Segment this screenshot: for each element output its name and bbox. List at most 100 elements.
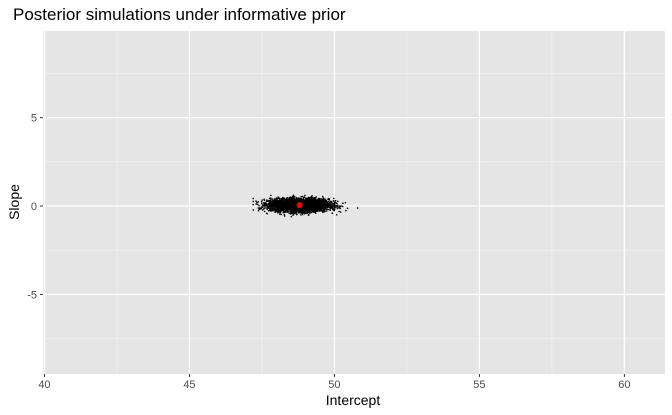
draw-point (266, 208, 268, 211)
draw-point (333, 208, 336, 211)
draw-point (304, 212, 307, 214)
draw-point (262, 201, 265, 204)
draw-point (288, 205, 291, 207)
draw-point (312, 198, 314, 201)
draw-point (315, 196, 318, 198)
draw-point (309, 212, 311, 214)
draw-point (327, 198, 329, 200)
draw-point (295, 202, 297, 205)
draw-point (263, 199, 266, 202)
draw-point (319, 202, 322, 204)
draw-point (309, 206, 312, 208)
draw-point (285, 204, 288, 207)
draw-point (291, 198, 293, 201)
draw-point (301, 213, 304, 216)
draw-point (326, 201, 328, 203)
draw-point (317, 198, 319, 201)
x-tick-label: 40 (38, 379, 50, 391)
draw-point (321, 195, 324, 198)
draw-point (294, 201, 297, 204)
draw-point (280, 202, 283, 205)
draw-point (268, 209, 270, 212)
draw-point (294, 209, 297, 212)
draw-point (288, 212, 291, 215)
draw-point (282, 207, 285, 209)
draw-point (324, 206, 327, 209)
draw-point (298, 199, 300, 202)
draw-point (306, 211, 308, 214)
draw-point (290, 208, 293, 211)
draw-point (300, 214, 302, 216)
draw-point (311, 199, 313, 202)
draw-point (280, 209, 283, 212)
draw-point (281, 200, 284, 202)
draw-point (265, 203, 268, 206)
draw-point (304, 208, 307, 211)
draw-point (302, 208, 304, 211)
draw-point (307, 197, 309, 200)
draw-point (312, 211, 315, 213)
draw-point (313, 209, 316, 212)
draw-point (315, 200, 317, 203)
draw-point (281, 196, 284, 199)
y-axis: -5 0 5 (27, 113, 43, 301)
draw-point (274, 210, 277, 212)
x-tick-label: 50 (328, 379, 340, 391)
draw-point (336, 207, 339, 210)
draw-point (260, 208, 262, 210)
y-tick-label: 0 (31, 201, 37, 213)
posterior-draws (252, 194, 359, 218)
draw-point (336, 200, 339, 203)
draw-point (291, 202, 294, 205)
draw-point (331, 207, 334, 209)
draw-point (286, 196, 289, 199)
draw-point (276, 207, 278, 210)
draw-point (275, 200, 278, 202)
draw-point (283, 197, 285, 200)
draw-point (298, 209, 300, 212)
draw-point (328, 206, 331, 208)
draw-point (315, 209, 318, 212)
draw-point (290, 203, 293, 206)
draw-point (286, 207, 288, 210)
draw-point (289, 200, 292, 203)
draw-point (314, 204, 316, 207)
draw-point (278, 206, 281, 209)
draw-point (310, 198, 312, 200)
draw-point (303, 205, 305, 208)
draw-point (267, 205, 269, 208)
draw-point (269, 197, 272, 199)
draw-point (279, 213, 281, 215)
draw-point (284, 200, 287, 203)
x-axis-title: Intercept (326, 392, 381, 408)
draw-point (293, 196, 295, 198)
panel-background (43, 31, 665, 374)
draw-point (301, 212, 303, 214)
draw-point (333, 206, 336, 209)
draw-point (313, 198, 316, 200)
draw-point (312, 204, 314, 207)
draw-point (320, 200, 322, 202)
draw-point (289, 198, 292, 201)
draw-point (339, 205, 342, 208)
draw-point (252, 203, 255, 206)
draw-point (283, 202, 286, 205)
draw-point (266, 199, 268, 201)
draw-point (302, 199, 305, 202)
draw-point (263, 207, 266, 209)
draw-point (307, 200, 309, 203)
draw-point (304, 203, 306, 205)
draw-point (271, 203, 273, 205)
draw-point (270, 194, 272, 197)
draw-point (289, 213, 292, 215)
draw-point (273, 200, 276, 202)
draw-point (292, 203, 295, 206)
draw-point (289, 209, 291, 211)
draw-point (305, 197, 307, 199)
chart-title: Posterior simulations under informative … (13, 5, 346, 24)
draw-point (344, 201, 347, 204)
draw-point (266, 212, 268, 215)
draw-point (323, 200, 326, 202)
draw-point (263, 203, 266, 205)
